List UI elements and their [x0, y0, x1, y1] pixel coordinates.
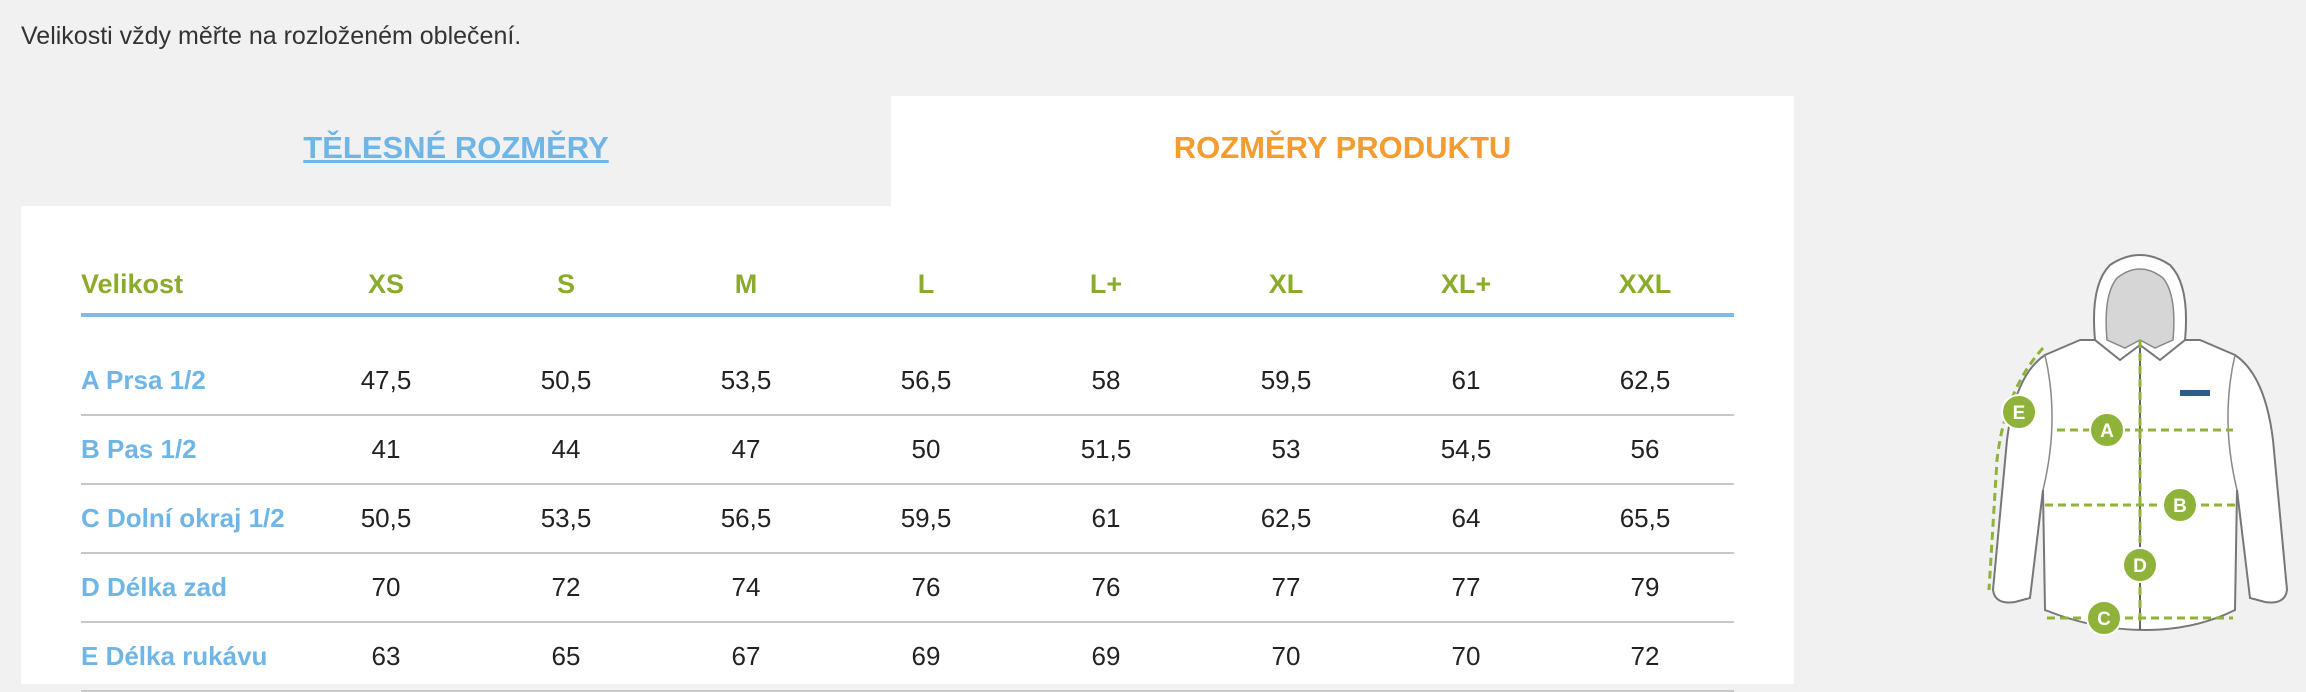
table-cell: 65 [476, 622, 656, 692]
table-cell: 72 [476, 553, 656, 623]
header-cell: S [476, 256, 656, 317]
svg-text:D: D [2133, 556, 2147, 577]
table-cell: 63 [296, 622, 476, 692]
row-label: E Délka rukávu [81, 622, 296, 692]
table-cell: 53,5 [476, 484, 656, 554]
measurement-note: Velikosti vždy měřte na rozloženém obleč… [21, 22, 522, 50]
table-cell: 56,5 [656, 484, 836, 554]
table-cell: 77 [1376, 553, 1556, 623]
table-cell: 65,5 [1556, 484, 1734, 554]
table-cell: 69 [1016, 622, 1196, 692]
table-row: A Prsa 1/2 47,5 50,5 53,5 56,5 58 59,5 6… [81, 347, 1734, 416]
table-cell: 59,5 [1196, 347, 1376, 416]
tab-body-measurements[interactable]: TĚLESNÉ ROZMĚRY [21, 96, 891, 206]
table-cell: 62,5 [1556, 347, 1734, 416]
table-cell: 74 [656, 553, 836, 623]
table-cell: 76 [1016, 553, 1196, 623]
table-cell: 54,5 [1376, 415, 1556, 485]
table-cell: 61 [1016, 484, 1196, 554]
tab-product-measurements[interactable]: ROZMĚRY PRODUKTU [891, 96, 1794, 206]
tab-product-measurements-label: ROZMĚRY PRODUKTU [1173, 130, 1512, 165]
table-row: E Délka rukávu 63 65 67 69 69 70 70 72 [81, 622, 1734, 692]
header-cell: M [656, 256, 836, 317]
svg-text:C: C [2097, 609, 2111, 630]
row-label: D Délka zad [81, 553, 296, 623]
table-cell: 50,5 [296, 484, 476, 554]
table-cell: 53 [1196, 415, 1376, 485]
table-cell: 67 [656, 622, 836, 692]
svg-text:A: A [2100, 421, 2114, 442]
table-cell: 70 [296, 553, 476, 623]
table-row: B Pas 1/2 41 44 47 50 51,5 53 54,5 56 [81, 415, 1734, 485]
header-cell: L [836, 256, 1016, 317]
table-cell: 61 [1376, 347, 1556, 416]
table-cell: 53,5 [656, 347, 836, 416]
table-cell: 70 [1196, 622, 1376, 692]
table-cell: 72 [1556, 622, 1734, 692]
table-cell: 44 [476, 415, 656, 485]
header-cell: XL+ [1376, 256, 1556, 317]
table-cell: 77 [1196, 553, 1376, 623]
table-cell: 69 [836, 622, 1016, 692]
table-row: C Dolní okraj 1/2 50,5 53,5 56,5 59,5 61… [81, 484, 1734, 554]
marker-a-icon: A [2089, 412, 2125, 448]
header-cell: XL [1196, 256, 1376, 317]
jacket-measurement-illustration: A B C D E [1987, 254, 2289, 636]
table-cell: 58 [1016, 347, 1196, 416]
size-table-header: Velikost XS S M L L+ XL XL+ XXL [81, 256, 1734, 317]
svg-text:B: B [2173, 496, 2187, 517]
table-cell: 50 [836, 415, 1016, 485]
row-label: A Prsa 1/2 [81, 347, 296, 416]
table-cell: 50,5 [476, 347, 656, 416]
header-cell: XS [296, 256, 476, 317]
table-cell: 51,5 [1016, 415, 1196, 485]
size-table-panel: Velikost XS S M L L+ XL XL+ XXL A Prsa 1… [21, 206, 1794, 692]
table-cell: 76 [836, 553, 1016, 623]
header-cell: L+ [1016, 256, 1196, 317]
table-cell: 47 [656, 415, 836, 485]
table-cell: 56,5 [836, 347, 1016, 416]
marker-b-icon: B [2162, 487, 2198, 523]
header-cell: XXL [1556, 256, 1734, 317]
table-cell: 70 [1376, 622, 1556, 692]
table-cell: 41 [296, 415, 476, 485]
table-cell: 47,5 [296, 347, 476, 416]
table-row: D Délka zad 70 72 74 76 76 77 77 79 [81, 553, 1734, 623]
svg-text:E: E [2013, 403, 2026, 424]
size-table: Velikost XS S M L L+ XL XL+ XXL A Prsa 1… [81, 256, 1734, 692]
marker-c-icon: C [2086, 600, 2122, 636]
table-cell: 64 [1376, 484, 1556, 554]
marker-e-icon: E [2001, 394, 2037, 430]
tab-body-measurements-label[interactable]: TĚLESNÉ ROZMĚRY [303, 130, 609, 165]
table-cell: 59,5 [836, 484, 1016, 554]
row-label: C Dolní okraj 1/2 [81, 484, 296, 554]
marker-d-icon: D [2122, 547, 2158, 583]
table-cell: 62,5 [1196, 484, 1376, 554]
row-label: B Pas 1/2 [81, 415, 296, 485]
header-cell: Velikost [81, 256, 296, 317]
table-cell: 79 [1556, 553, 1734, 623]
table-cell: 56 [1556, 415, 1734, 485]
